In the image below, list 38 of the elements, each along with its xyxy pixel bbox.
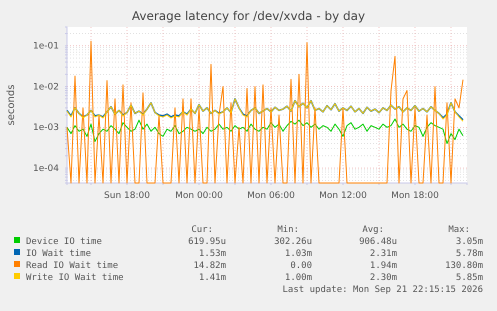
x-tick-label: Mon 00:00 xyxy=(175,190,224,201)
text: 0.00 xyxy=(290,261,312,271)
text: 14.82m xyxy=(193,261,226,271)
y-axis-title: seconds xyxy=(6,84,17,126)
text: 2.30m xyxy=(370,273,397,283)
text: 1.03m xyxy=(284,249,312,259)
x-tick-label: Mon 18:00 xyxy=(391,190,440,201)
legend-label: IO Wait time xyxy=(26,249,92,259)
y-tick-label: 1e-03 xyxy=(33,123,59,134)
text: Min: xyxy=(277,225,299,235)
legend-label: Read IO Wait time xyxy=(26,261,118,271)
chart-title: Average latency for /dev/xvda - by day xyxy=(132,9,366,23)
line-series xyxy=(66,118,464,144)
text: 906.48u xyxy=(359,237,397,247)
legend-label: Device IO time xyxy=(26,237,102,247)
text: Max: xyxy=(448,225,470,235)
text: Avg: xyxy=(362,225,384,235)
text: 302.26u xyxy=(274,237,312,247)
line-series xyxy=(66,40,464,184)
text: 1.53m xyxy=(198,249,226,259)
x-tick-label: Mon 12:00 xyxy=(319,190,368,201)
text: 1.00m xyxy=(284,273,312,283)
text: 1.94m xyxy=(370,261,397,271)
text: 130.80m xyxy=(445,261,483,271)
text: 1.41m xyxy=(198,273,226,283)
y-tick-label: 1e-04 xyxy=(33,164,60,174)
text: Last update: Mon Sep 21 22:15:15 2026 xyxy=(282,285,483,295)
text: 619.95u xyxy=(188,237,226,247)
text: 2.31m xyxy=(370,249,397,259)
x-tick-label: Sun 18:00 xyxy=(104,190,150,201)
text: 3.05m xyxy=(456,237,483,247)
text: 5.78m xyxy=(456,249,483,259)
legend-label: Write IO Wait time xyxy=(26,273,124,283)
text: 5.85m xyxy=(456,273,483,283)
x-tick-label: Mon 06:00 xyxy=(247,190,296,201)
text: Cur: xyxy=(191,225,213,235)
y-tick-label: 1e-02 xyxy=(33,82,59,92)
y-tick-label: 1e-01 xyxy=(33,42,59,52)
